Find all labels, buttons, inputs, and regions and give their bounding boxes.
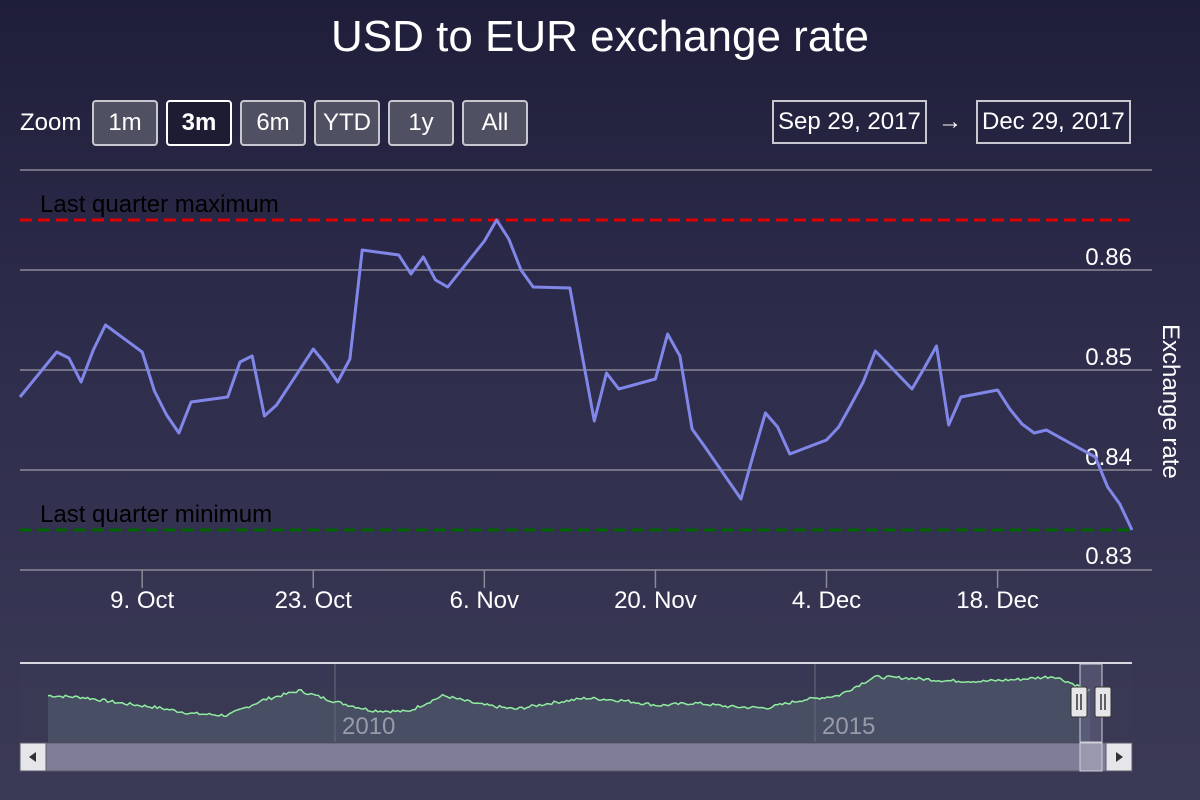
zoom-1m-button[interactable]: 1m [92, 100, 158, 146]
zoom-label: Zoom [20, 109, 82, 136]
chart-title: USD to EUR exchange rate [330, 12, 870, 61]
navigator-right-handle[interactable] [1094, 686, 1112, 718]
plot-line-label: Last quarter maximum [40, 191, 279, 218]
range-from-input[interactable]: Sep 29, 2017 [772, 100, 927, 144]
exchange-rate-series-line [18, 218, 1134, 531]
y-tick-label: 0.86 [1085, 244, 1132, 271]
y-tick-label: 0.85 [1085, 344, 1132, 371]
range-to-input[interactable]: Dec 29, 2017 [976, 100, 1131, 144]
x-tick-label: 6. Nov [450, 587, 519, 614]
arrow-right-icon [1116, 752, 1123, 762]
zoom-1y-button[interactable]: 1y [388, 100, 454, 146]
x-tick-label: 20. Nov [614, 587, 697, 614]
scroll-right-button[interactable] [1105, 742, 1133, 772]
scrollbar-track[interactable] [19, 742, 1133, 772]
plot-lines: Last quarter maximum Last quarter minimum [20, 191, 1132, 532]
zoom-ytd-button[interactable]: YTD [314, 100, 380, 146]
navigator-series-line [47, 674, 1091, 718]
plot-line-label: Last quarter minimum [40, 501, 272, 528]
x-tick-label: 18. Dec [956, 587, 1039, 614]
y-tick-label: 0.83 [1085, 543, 1132, 570]
scroll-left-button[interactable] [19, 742, 47, 772]
navigator-background [20, 664, 1132, 742]
scrollbar-thumb[interactable] [1079, 742, 1103, 772]
zoom-6m-button[interactable]: 6m [240, 100, 306, 146]
navigator-left-handle[interactable] [1070, 686, 1088, 718]
x-tick-label: 23. Oct [275, 587, 353, 614]
zoom-3m-button[interactable]: 3m [166, 100, 232, 146]
x-tick-label: 4. Dec [792, 587, 861, 614]
navigator-year-label: 2015 [822, 713, 875, 740]
zoom-all-button[interactable]: All [462, 100, 528, 146]
arrow-left-icon [29, 752, 36, 762]
navigator-series-area [48, 675, 1090, 742]
navigator-year-label: 2010 [342, 713, 395, 740]
y-tick-label: 0.84 [1085, 444, 1132, 471]
range-arrow: → [938, 108, 962, 135]
axis-ticks: 0.83 0.84 0.85 0.86 9. Oct 23. Oct 6. Nov 20. N… [110, 244, 1132, 614]
x-tick-label: 9. Oct [110, 587, 174, 614]
